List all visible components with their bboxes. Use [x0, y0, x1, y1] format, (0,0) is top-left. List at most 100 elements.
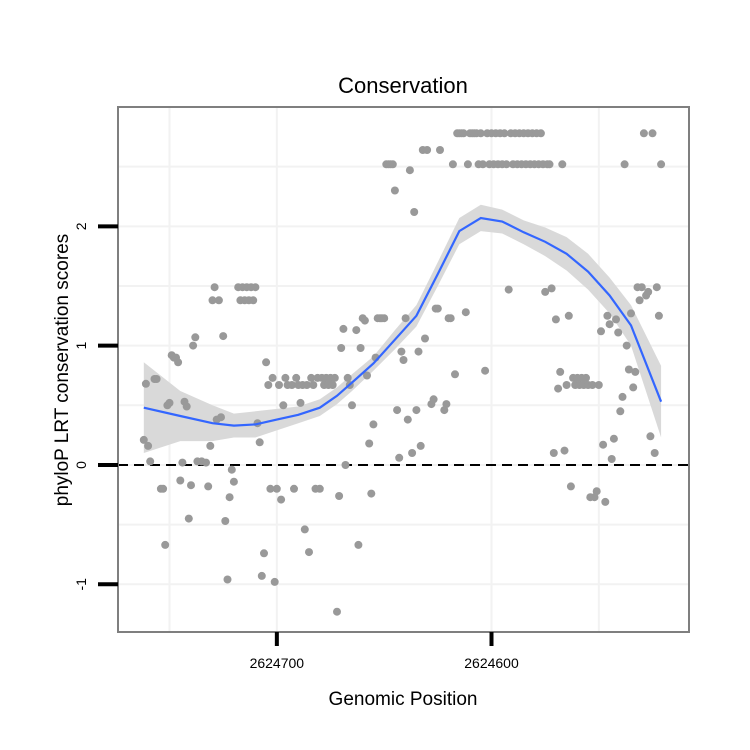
data-point [287, 381, 296, 389]
data-point [463, 160, 472, 169]
data-point [343, 373, 352, 382]
data-point [290, 484, 298, 493]
data-point [187, 481, 195, 490]
data-point [399, 356, 408, 364]
data-point [266, 484, 275, 493]
data-point [268, 373, 277, 382]
data-point [255, 438, 264, 447]
smooth-line [143, 216, 663, 427]
data-point [225, 493, 234, 502]
data-point [369, 420, 378, 429]
data-point [178, 458, 187, 467]
x-axis: 2624700 2624600 [250, 632, 519, 671]
data-point [612, 315, 620, 324]
data-point [333, 607, 341, 616]
data-point [204, 482, 213, 491]
data-point [648, 129, 657, 138]
data-point [601, 497, 610, 506]
data-point [221, 517, 230, 525]
data-point [227, 465, 236, 474]
data-point [341, 461, 350, 469]
data-point [536, 129, 545, 138]
data-point [618, 392, 627, 401]
data-point [279, 401, 288, 410]
data-point [448, 160, 457, 169]
data-point [436, 146, 444, 154]
data-point [165, 398, 174, 407]
y-axis-title: phyloP LRT conservation scores [52, 234, 73, 507]
data-point [272, 484, 281, 493]
data-point [616, 407, 625, 416]
data-point [141, 379, 150, 388]
data-point [594, 381, 603, 389]
smooth-curve [143, 216, 663, 427]
data-point [275, 381, 283, 389]
grid-lines [118, 107, 689, 632]
data-point [564, 311, 573, 320]
data-point [309, 381, 318, 389]
data-point [654, 311, 663, 320]
data-point [191, 333, 200, 342]
plot-panel-border [117, 106, 690, 633]
x-tick-label: 2624600 [464, 655, 519, 671]
data-point [609, 434, 618, 443]
data-point [603, 311, 612, 320]
data-point [281, 373, 290, 382]
data-point [624, 365, 633, 374]
data-point [459, 129, 468, 138]
data-point [558, 160, 567, 169]
data-point [335, 492, 344, 500]
data-point [257, 571, 266, 580]
data-point [339, 324, 348, 333]
data-point [408, 449, 417, 457]
data-point [403, 415, 412, 424]
data-point [599, 440, 608, 449]
data-point [330, 373, 339, 382]
data-point [451, 370, 459, 379]
data-point [590, 493, 599, 502]
data-point [393, 406, 402, 415]
data-point [423, 146, 432, 154]
data-point [354, 540, 363, 549]
data-point [476, 129, 485, 138]
data-point [416, 441, 425, 450]
data-point [152, 375, 161, 383]
data-point [360, 316, 369, 325]
y-tick-label: 2 [73, 222, 89, 230]
data-point [502, 160, 511, 169]
data-point [208, 296, 217, 305]
data-point [405, 166, 414, 175]
data-point [182, 402, 191, 411]
data-point [631, 367, 640, 376]
data-point [367, 489, 376, 498]
data-point [592, 487, 601, 496]
data-point [442, 400, 451, 409]
data-point [588, 381, 597, 389]
data-point [264, 381, 273, 389]
data-point [315, 484, 324, 493]
data-point [614, 328, 623, 337]
data-point [620, 160, 629, 169]
data-point [174, 358, 183, 367]
data-point [652, 283, 661, 292]
data-point [500, 129, 509, 138]
data-point [607, 455, 616, 463]
data-point [307, 373, 316, 382]
data-point [260, 549, 268, 558]
data-point [270, 577, 279, 586]
x-tick-label: 2624700 [250, 655, 305, 671]
data-point [328, 381, 337, 389]
data-point [412, 406, 421, 415]
data-point [629, 383, 638, 392]
data-point [547, 284, 556, 293]
data-point [646, 432, 655, 441]
data-point [305, 548, 313, 557]
data-point [421, 334, 429, 343]
data-point [481, 366, 490, 375]
confidence-band [143, 204, 662, 453]
data-point [296, 398, 305, 407]
data-point [189, 341, 198, 350]
data-point [202, 458, 210, 467]
data-point [159, 484, 168, 493]
